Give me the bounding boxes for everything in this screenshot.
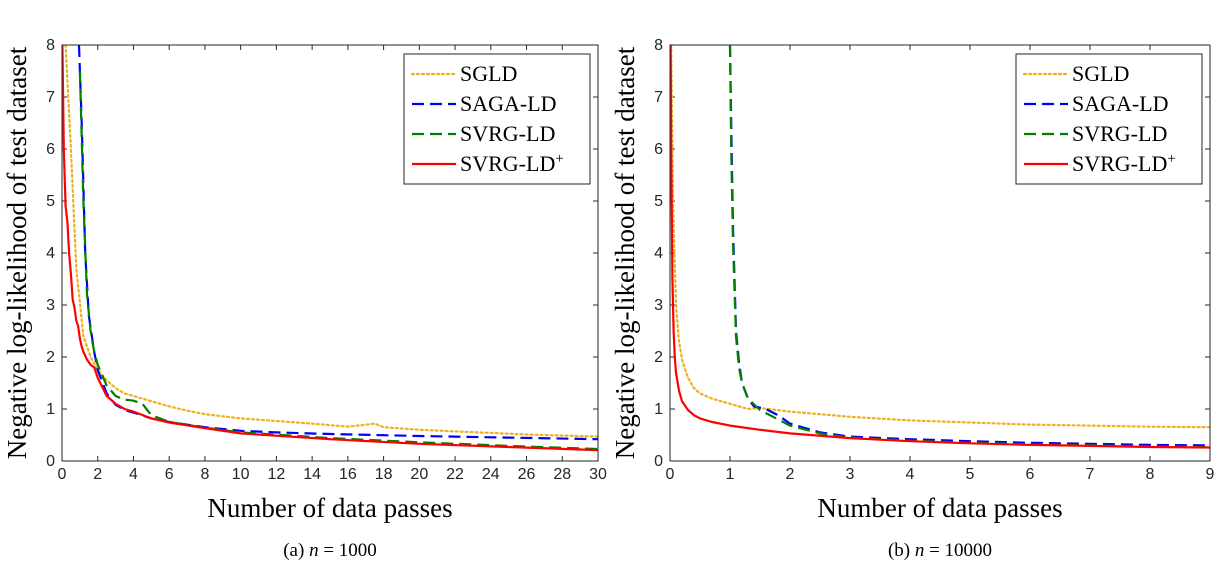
x-tick-label: 0 xyxy=(58,466,67,483)
legend-label-name: SGLD xyxy=(460,61,517,86)
x-tick-label: 28 xyxy=(553,466,571,483)
y-tick-label: 5 xyxy=(46,193,55,210)
series-group-b xyxy=(670,45,1210,449)
caption-b-prefix: (b) xyxy=(888,540,915,561)
x-tick-label: 30 xyxy=(589,466,607,483)
caption-b-value: = 10000 xyxy=(924,540,992,561)
legend-label-name: SVRG-LD xyxy=(1072,151,1167,176)
x-tick-label: 12 xyxy=(268,466,286,483)
x-tick-label: 7 xyxy=(1086,466,1095,483)
legend-label-superscript: + xyxy=(1167,151,1175,167)
x-tick-label: 2 xyxy=(93,466,102,483)
y-tick-label: 5 xyxy=(654,193,663,210)
plot-frame-b xyxy=(669,44,1211,462)
y-axis-label-a: Negative log-likelihood of test dataset xyxy=(2,46,32,459)
y-tick-label: 8 xyxy=(654,37,663,54)
x-tick-label: 14 xyxy=(303,466,321,483)
x-tick-label: 8 xyxy=(1146,466,1155,483)
y-axis-ticks-b: 0 1 2 3 4 5 6 7 8 xyxy=(654,37,1210,470)
x-tick-label: 1 xyxy=(726,466,735,483)
legend-label-name: SAGA-LD xyxy=(1072,91,1169,116)
plot-frame-a xyxy=(61,44,599,462)
y-tick-label: 6 xyxy=(654,141,663,158)
series-line-svrg-ld-plus xyxy=(670,45,1210,449)
y-tick-label: 8 xyxy=(46,37,55,54)
y-tick-label: 1 xyxy=(46,401,55,418)
x-tick-label: 26 xyxy=(518,466,536,483)
legend-label-name: SVRG-LD xyxy=(460,121,555,146)
y-tick-label: 4 xyxy=(46,245,55,262)
y-tick-label: 6 xyxy=(46,141,55,158)
x-tick-label: 0 xyxy=(666,466,675,483)
legend-label: SAGA-LD xyxy=(460,91,557,116)
legend-label: SVRG-LD xyxy=(1072,121,1167,146)
legend-label: SGLD xyxy=(1072,61,1129,86)
x-tick-label: 2 xyxy=(786,466,795,483)
x-tick-label: 5 xyxy=(966,466,975,483)
x-tick-label: 6 xyxy=(165,466,174,483)
y-axis-label-b: Negative log-likelihood of test dataset xyxy=(610,46,640,459)
y-tick-label: 2 xyxy=(46,349,55,366)
x-tick-label: 16 xyxy=(339,466,357,483)
y-tick-label: 2 xyxy=(654,349,663,366)
legend-box xyxy=(403,53,591,185)
series-group-a xyxy=(62,45,598,452)
x-tick-label: 9 xyxy=(1206,466,1215,483)
x-axis-ticks-b: 0 1 2 3 4 5 6 7 8 9 xyxy=(666,45,1215,483)
legend-label-name: SAGA-LD xyxy=(460,91,557,116)
x-tick-label: 22 xyxy=(446,466,464,483)
legend-box xyxy=(1015,53,1203,185)
x-tick-label: 10 xyxy=(232,466,250,483)
y-tick-label: 1 xyxy=(654,401,663,418)
y-tick-label: 0 xyxy=(654,453,663,470)
y-tick-label: 0 xyxy=(46,453,55,470)
caption-a-variable: n xyxy=(309,540,319,561)
x-tick-label: 8 xyxy=(200,466,209,483)
x-axis-ticks-a: 0 2 4 6 8 10 12 14 16 18 20 22 24 26 28 30 xyxy=(58,45,607,483)
x-tick-label: 24 xyxy=(482,466,500,483)
x-axis-label-a: Number of data passes xyxy=(207,493,452,523)
legend-label-name: SVRG-LD xyxy=(1072,121,1167,146)
caption-a-value: = 1000 xyxy=(319,540,377,561)
x-tick-label: 3 xyxy=(846,466,855,483)
y-tick-label: 3 xyxy=(654,297,663,314)
legend-label-superscript: + xyxy=(555,151,563,167)
caption-b-variable: n xyxy=(915,540,925,561)
x-tick-label: 18 xyxy=(375,466,393,483)
series-line-sgld xyxy=(64,45,598,438)
y-tick-label: 4 xyxy=(654,245,663,262)
x-tick-label: 4 xyxy=(129,466,138,483)
legend-label: SVRG-LD xyxy=(460,121,555,146)
legend-label: SVRG-LD+ xyxy=(1072,151,1176,176)
legend-label: SAGA-LD xyxy=(1072,91,1169,116)
y-tick-label: 3 xyxy=(46,297,55,314)
legend-label-name: SGLD xyxy=(1072,61,1129,86)
series-line-sgld xyxy=(670,45,1210,429)
legend-label: SGLD xyxy=(460,61,517,86)
y-tick-label: 7 xyxy=(46,89,55,106)
series-line-svrg-ld xyxy=(78,70,598,451)
caption-a-prefix: (a) xyxy=(283,540,309,561)
series-line-svrg-ld-plus xyxy=(62,45,598,452)
x-tick-label: 4 xyxy=(906,466,915,483)
caption-a: (a) n = 1000 xyxy=(283,540,377,561)
x-tick-label: 6 xyxy=(1026,466,1035,483)
x-axis-label-b: Number of data passes xyxy=(817,493,1062,523)
caption-b: (b) n = 10000 xyxy=(888,540,992,561)
y-tick-label: 7 xyxy=(654,89,663,106)
legend-label-name: SVRG-LD xyxy=(460,151,555,176)
x-tick-label: 20 xyxy=(410,466,428,483)
legend-label: SVRG-LD+ xyxy=(460,151,564,176)
